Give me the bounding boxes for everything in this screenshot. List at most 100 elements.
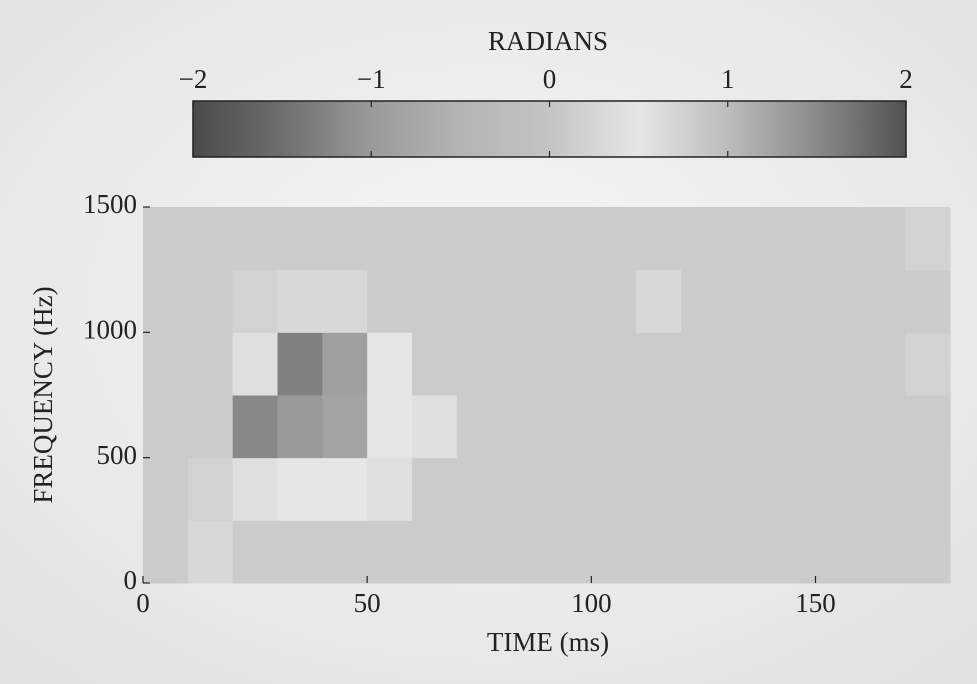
heatmap-cell — [502, 207, 547, 270]
heatmap-cell — [412, 458, 457, 521]
heatmap-cell — [143, 207, 188, 270]
heatmap-cell — [457, 332, 502, 395]
heatmap-cell — [367, 520, 412, 583]
heatmap-cell — [905, 332, 950, 395]
colorbar-tick-label: 2 — [899, 64, 913, 94]
heatmap-cell — [412, 332, 457, 395]
heatmap-cell — [457, 207, 502, 270]
y-tick-label: 1500 — [83, 189, 137, 219]
heatmap-cell — [233, 270, 278, 333]
heatmap-cell — [233, 395, 278, 458]
heatmap-cell — [188, 207, 233, 270]
heatmap-cell — [322, 395, 367, 458]
heatmap-cell — [278, 332, 323, 395]
y-tick-label: 1000 — [83, 315, 137, 345]
heatmap-cell — [547, 458, 592, 521]
heatmap-cell — [636, 207, 681, 270]
colorbar-tick-label: 1 — [721, 64, 735, 94]
heatmap-cell — [816, 458, 861, 521]
heatmap-cell — [816, 270, 861, 333]
heatmap-cell — [143, 520, 188, 583]
x-axis-label: TIME (ms) — [487, 627, 609, 657]
heatmap-cell — [726, 332, 771, 395]
x-tick-label: 100 — [571, 588, 612, 618]
heatmap-cell — [771, 395, 816, 458]
heatmap-cell — [905, 520, 950, 583]
heatmap-cell — [322, 520, 367, 583]
heatmap-cell — [367, 270, 412, 333]
heatmap-cell — [547, 332, 592, 395]
heatmap-cell — [905, 207, 950, 270]
heatmap-cell — [188, 270, 233, 333]
x-tick-label: 50 — [354, 588, 381, 618]
heatmap-cell — [636, 395, 681, 458]
heatmap-cell — [860, 270, 905, 333]
heatmap-cell — [547, 395, 592, 458]
heatmap-cell — [502, 270, 547, 333]
heatmap-cell — [726, 207, 771, 270]
heatmap-cell — [188, 395, 233, 458]
heatmap-cell — [502, 520, 547, 583]
heatmap-cell — [457, 395, 502, 458]
heatmap-cell — [860, 207, 905, 270]
heatmap-cell — [143, 395, 188, 458]
heatmap-cell — [591, 458, 636, 521]
colorbar — [193, 101, 906, 157]
heatmap-cell — [233, 207, 278, 270]
heatmap-cell — [816, 520, 861, 583]
heatmap-cell — [816, 332, 861, 395]
heatmap-cell — [547, 270, 592, 333]
heatmap-cell — [726, 395, 771, 458]
colorbar-tick-label: 0 — [543, 64, 557, 94]
heatmap-cell — [412, 270, 457, 333]
heatmap-cell — [457, 270, 502, 333]
heatmap-cell — [591, 332, 636, 395]
x-tick-label: 0 — [136, 588, 150, 618]
heatmap-cell — [322, 207, 367, 270]
heatmap-cell — [816, 207, 861, 270]
heatmap-cell — [816, 395, 861, 458]
heatmap-cell — [771, 520, 816, 583]
heatmap-cell — [681, 207, 726, 270]
heatmap-cell — [591, 270, 636, 333]
heatmap-cell — [860, 520, 905, 583]
heatmap-cell — [367, 207, 412, 270]
heatmap-cell — [636, 520, 681, 583]
heatmap-cell — [547, 520, 592, 583]
heatmap-cell — [771, 458, 816, 521]
heatmap-cell — [681, 520, 726, 583]
heatmap-cell — [457, 458, 502, 521]
colorbar-tick-label: −2 — [179, 64, 208, 94]
heatmap-cell — [726, 270, 771, 333]
heatmap-cell — [591, 520, 636, 583]
heatmap-cell — [322, 270, 367, 333]
y-axis-label: FREQUENCY (Hz) — [28, 286, 58, 503]
heatmap-cell — [322, 332, 367, 395]
heatmap-cell — [591, 207, 636, 270]
heatmap-cell — [143, 332, 188, 395]
heatmap-cell — [681, 332, 726, 395]
heatmap-cell — [278, 458, 323, 521]
heatmap-cell — [412, 520, 457, 583]
heatmap-cell — [457, 520, 502, 583]
heatmap-cell — [636, 270, 681, 333]
heatmap-cell — [860, 458, 905, 521]
heatmap-cell — [905, 395, 950, 458]
heatmap-cell — [367, 458, 412, 521]
heatmap-cell — [681, 395, 726, 458]
heatmap-cell — [278, 520, 323, 583]
heatmap-cell — [143, 458, 188, 521]
heatmap-cell — [771, 332, 816, 395]
heatmap-cell — [860, 332, 905, 395]
heatmap-cell — [502, 395, 547, 458]
heatmap-cell — [233, 458, 278, 521]
chart: RADIANS TIME (ms) FREQUENCY (Hz) −2−1012… — [0, 0, 977, 684]
heatmap-cell — [905, 270, 950, 333]
heatmap-cell — [905, 458, 950, 521]
x-tick-label: 150 — [795, 588, 836, 618]
heatmap-cell — [322, 458, 367, 521]
heatmap-cell — [547, 207, 592, 270]
y-tick-label: 0 — [124, 565, 138, 595]
colorbar-tick-label: −1 — [357, 64, 386, 94]
heatmap-cell — [188, 520, 233, 583]
